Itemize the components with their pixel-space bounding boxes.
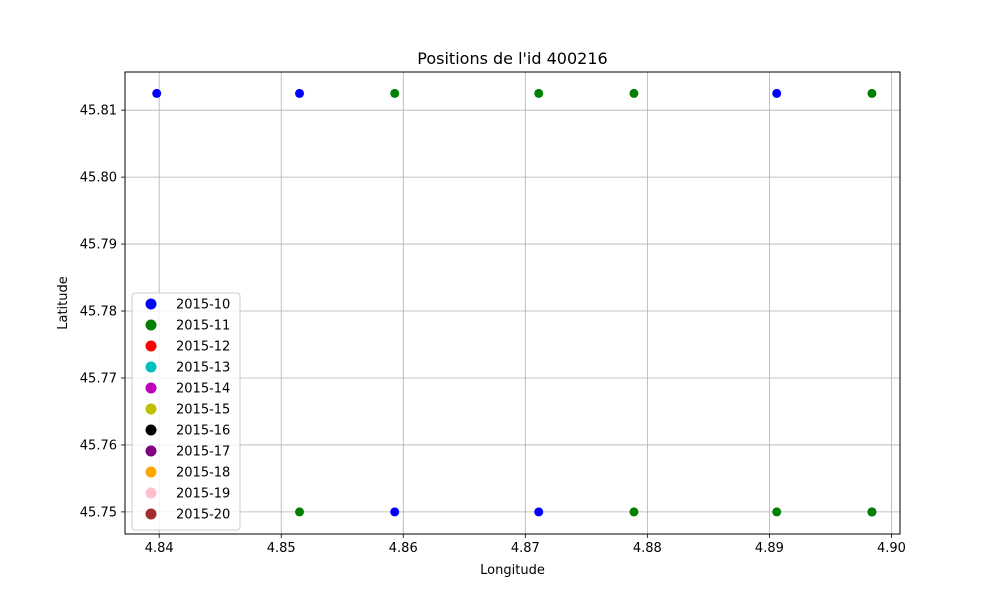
grid-lines [125,72,900,534]
data-point [629,88,639,98]
x-axis-ticks: 4.84 4.85 4.86 4.87 4.88 4.89 4.90 [145,534,906,556]
legend-label: 2015-11 [176,319,230,334]
x-tick-label: 4.86 [389,541,418,556]
legend-label: 2015-14 [176,382,230,397]
data-points [152,88,877,517]
chart-title: Positions de l'id 400216 [417,49,607,68]
legend-label: 2015-20 [176,508,230,523]
data-point [295,507,305,517]
x-axis-label: Longitude [480,563,545,578]
legend-marker [145,319,157,331]
data-point [772,507,782,517]
data-point [867,507,877,517]
data-point [534,507,544,517]
x-tick-label: 4.87 [511,541,540,556]
x-tick-label: 4.85 [267,541,296,556]
x-tick-label: 4.89 [755,541,784,556]
legend-marker [145,298,157,310]
plot-area-frame [124,71,901,535]
data-point [152,88,162,98]
y-tick-label: 45.81 [80,104,117,119]
data-point [534,88,544,98]
data-point [867,88,877,98]
y-axis-label: Latitude [56,276,71,330]
legend-marker [145,403,157,415]
legend-marker [145,361,157,373]
data-point [629,507,639,517]
legend-label: 2015-18 [176,466,230,481]
legend-label: 2015-17 [176,445,230,460]
legend-label: 2015-13 [176,361,230,376]
y-tick-label: 45.78 [80,305,117,320]
x-tick-label: 4.84 [145,541,174,556]
data-point [390,507,400,517]
data-point [390,88,400,98]
y-axis-ticks: 45.75 45.76 45.77 45.78 45.79 45.80 45.81 [80,104,125,520]
y-tick-label: 45.79 [80,238,117,253]
legend-marker [145,508,157,520]
legend-label: 2015-12 [176,340,230,355]
legend-label: 2015-10 [176,298,230,313]
legend-marker [145,340,157,352]
y-tick-label: 45.75 [80,505,117,520]
y-tick-label: 45.80 [80,171,117,186]
legend-marker [145,466,157,478]
legend-marker [145,445,157,457]
legend-marker [145,382,157,394]
data-point [295,88,305,98]
x-tick-label: 4.90 [877,541,906,556]
legend-marker [145,487,157,499]
legend-box [131,292,241,531]
legend-marker [145,424,157,436]
legend: 2015-10 2015-11 2015-12 2015-13 2015-14 2015-… [131,292,241,531]
x-tick-label: 4.88 [633,541,662,556]
legend-label: 2015-16 [176,424,230,439]
legend-label: 2015-19 [176,487,230,502]
legend-label: 2015-15 [176,403,230,418]
data-point [772,88,782,98]
y-tick-label: 45.77 [80,371,117,386]
y-tick-label: 45.76 [80,438,117,453]
